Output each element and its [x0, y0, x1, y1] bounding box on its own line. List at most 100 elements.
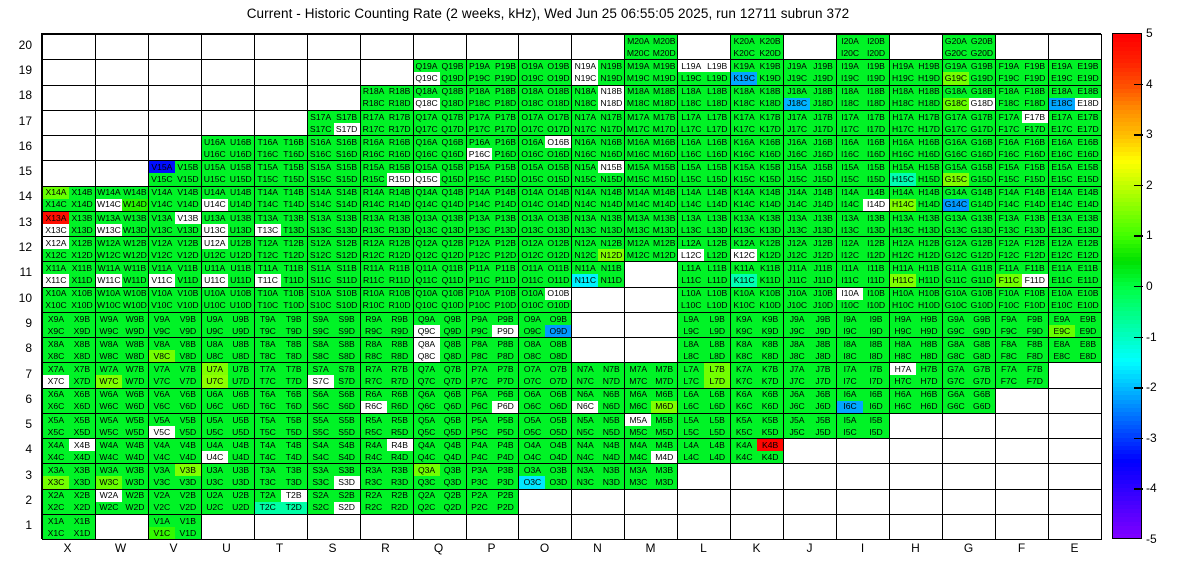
- heatmap-cell-T8[interactable]: T8A T8B T8C T8D: [253, 336, 308, 364]
- pmt-P3C[interactable]: P3C: [466, 476, 493, 489]
- pmt-E16A[interactable]: E16A: [1048, 136, 1075, 149]
- pmt-H19C[interactable]: H19C: [890, 72, 916, 85]
- pmt-L18A[interactable]: L18A: [678, 85, 705, 98]
- heatmap-cell-H15[interactable]: H15A H15B H15C H15D: [889, 160, 943, 187]
- heatmap-cell-G15[interactable]: G15A G15B G15C G15D: [941, 160, 996, 187]
- pmt-L11C[interactable]: L11C: [678, 274, 705, 287]
- heatmap-cell-I12[interactable]: I12A I12B I12C I12D: [836, 235, 890, 263]
- pmt-E12C[interactable]: E12C: [1048, 249, 1075, 262]
- heatmap-cell-U3[interactable]: U3A U3B U3C U3D: [200, 463, 255, 490]
- pmt-W6D[interactable]: W6D: [121, 400, 148, 413]
- heatmap-cell-R14[interactable]: R14A R14B R14C R14D: [359, 185, 414, 212]
- heatmap-cell-N12[interactable]: N12A N12B N12C N12D: [571, 235, 626, 263]
- pmt-F11D[interactable]: F11D: [1021, 274, 1048, 287]
- heatmap-cell-P4[interactable]: P4A P4B P4C P4D: [465, 437, 520, 465]
- pmt-N12C[interactable]: N12C: [572, 249, 599, 262]
- heatmap-cell-W12[interactable]: W12A W12B W12C W12D: [94, 235, 149, 263]
- pmt-X1C[interactable]: X1C: [43, 526, 69, 539]
- pmt-K20A[interactable]: K20A: [731, 35, 758, 48]
- pmt-P15C[interactable]: P15C: [466, 173, 493, 186]
- heatmap-cell-X13[interactable]: X13A X13B X13C X13D: [42, 210, 96, 238]
- pmt-P7C[interactable]: P7C: [466, 375, 493, 388]
- pmt-F15D[interactable]: F15D: [1021, 173, 1048, 186]
- pmt-F8A[interactable]: F8A: [995, 338, 1022, 351]
- pmt-Q5A[interactable]: Q5A: [413, 413, 440, 426]
- pmt-G17C[interactable]: G17C: [942, 122, 969, 135]
- pmt-F10D[interactable]: F10D: [1021, 299, 1048, 312]
- pmt-W9B[interactable]: W9B: [121, 312, 148, 325]
- pmt-N18D[interactable]: N18D: [598, 97, 625, 110]
- pmt-N12B[interactable]: N12B: [598, 237, 625, 250]
- pmt-P16C[interactable]: P16C: [466, 148, 493, 161]
- pmt-O10A[interactable]: O10A: [519, 287, 546, 300]
- pmt-Q3A[interactable]: Q3A: [413, 464, 440, 477]
- pmt-K5A[interactable]: K5A: [731, 413, 758, 426]
- pmt-K15B[interactable]: K15B: [757, 161, 784, 174]
- pmt-K15C[interactable]: K15C: [731, 173, 758, 186]
- pmt-O13D[interactable]: O13D: [545, 223, 572, 236]
- pmt-V2A[interactable]: V2A: [148, 489, 175, 502]
- pmt-F16B[interactable]: F16B: [1021, 136, 1048, 149]
- pmt-I9C[interactable]: I9C: [837, 324, 864, 337]
- heatmap-cell-L12[interactable]: L12A L12B L12C L12D: [677, 235, 732, 263]
- pmt-K12D[interactable]: K12D: [757, 249, 784, 262]
- pmt-J8A[interactable]: J8A: [784, 338, 811, 351]
- heatmap-cell-T12[interactable]: T12A T12B T12C T12D: [253, 235, 308, 263]
- pmt-Q11D[interactable]: Q11D: [439, 274, 466, 287]
- pmt-P3A[interactable]: P3A: [466, 464, 493, 477]
- pmt-W12C[interactable]: W12C: [95, 249, 122, 262]
- pmt-H14D[interactable]: H14D: [915, 198, 942, 211]
- heatmap-cell-X5[interactable]: X5A X5B X5C X5D: [42, 412, 96, 440]
- pmt-K4C[interactable]: K4C: [731, 451, 758, 464]
- pmt-T8D[interactable]: T8D: [280, 350, 307, 363]
- heatmap-cell-K16[interactable]: K16A K16B K16C K16D: [730, 134, 785, 162]
- pmt-I13A[interactable]: I13A: [837, 211, 864, 224]
- pmt-F19A[interactable]: F19A: [995, 60, 1022, 73]
- pmt-E18B[interactable]: E18B: [1074, 85, 1101, 98]
- pmt-E11D[interactable]: E11D: [1074, 274, 1101, 287]
- pmt-W8C[interactable]: W8C: [95, 350, 122, 363]
- pmt-R4D[interactable]: R4D: [386, 451, 413, 464]
- heatmap-cell-K12[interactable]: K12A K12B K12C K12D: [730, 235, 785, 263]
- pmt-Q13B[interactable]: Q13B: [439, 211, 466, 224]
- pmt-M12C[interactable]: M12C: [625, 249, 652, 262]
- pmt-T3B[interactable]: T3B: [280, 464, 307, 477]
- pmt-S3D[interactable]: S3D: [333, 476, 360, 489]
- heatmap-cell-W6[interactable]: W6A W6B W6C W6D: [94, 387, 149, 414]
- pmt-G19C[interactable]: G19C: [942, 72, 969, 85]
- pmt-P5A[interactable]: P5A: [466, 413, 493, 426]
- heatmap-cell-K13[interactable]: K13A K13B K13C K13D: [730, 210, 785, 238]
- pmt-O15B[interactable]: O15B: [545, 161, 572, 174]
- pmt-F16D[interactable]: F16D: [1021, 148, 1048, 161]
- pmt-E11C[interactable]: E11C: [1048, 274, 1075, 287]
- pmt-W3D[interactable]: W3D: [121, 476, 148, 489]
- heatmap-cell-X7[interactable]: X7A X7B X7C X7D: [42, 362, 96, 389]
- pmt-F19C[interactable]: F19C: [995, 72, 1022, 85]
- pmt-X3A[interactable]: X3A: [43, 464, 69, 477]
- pmt-N14B[interactable]: N14B: [598, 186, 625, 199]
- pmt-L18D[interactable]: L18D: [704, 97, 731, 110]
- pmt-U10A[interactable]: U10A: [201, 287, 228, 300]
- pmt-P13B[interactable]: P13B: [492, 211, 519, 224]
- pmt-Q15C[interactable]: Q15C: [413, 173, 440, 186]
- heatmap-cell-O5[interactable]: O5A O5B O5C O5D: [518, 412, 573, 440]
- pmt-I12D[interactable]: I12D: [863, 249, 889, 262]
- pmt-O5B[interactable]: O5B: [545, 413, 572, 426]
- pmt-V10A[interactable]: V10A: [148, 287, 175, 300]
- pmt-P8D[interactable]: P8D: [492, 350, 519, 363]
- pmt-L12A[interactable]: L12A: [678, 237, 705, 250]
- pmt-O8D[interactable]: O8D: [545, 350, 572, 363]
- pmt-Q13A[interactable]: Q13A: [413, 211, 440, 224]
- pmt-X3B[interactable]: X3B: [68, 464, 95, 477]
- pmt-K5C[interactable]: K5C: [731, 425, 758, 438]
- pmt-I20B[interactable]: I20B: [863, 35, 889, 48]
- pmt-E14C[interactable]: E14C: [1048, 198, 1075, 211]
- heatmap-cell-X14[interactable]: X14A X14B X14C X14D: [42, 185, 96, 212]
- pmt-L9D[interactable]: L9D: [704, 324, 731, 337]
- pmt-G12A[interactable]: G12A: [942, 237, 969, 250]
- pmt-O18D[interactable]: O18D: [545, 97, 572, 110]
- pmt-I20C[interactable]: I20C: [837, 47, 864, 60]
- heatmap-cell-I11[interactable]: I11A I11B I11C I11D: [836, 261, 890, 288]
- heatmap-cell-W11[interactable]: W11A W11B W11C W11D: [94, 261, 149, 288]
- pmt-Q8A[interactable]: Q8A: [413, 338, 440, 351]
